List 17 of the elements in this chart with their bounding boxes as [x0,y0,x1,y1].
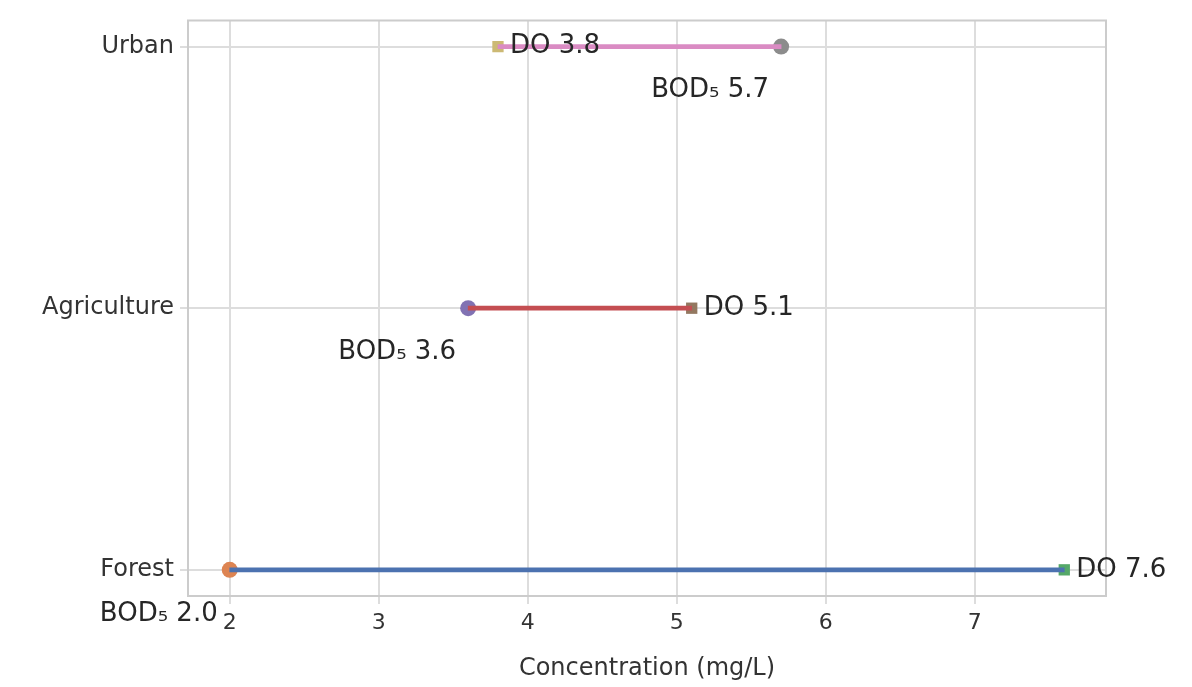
data-label: DO 7.6 [1076,552,1167,583]
x-tick-label: 5 [669,608,684,634]
x-tick-label: 4 [520,608,535,634]
y-tick-label: Forest [100,554,174,583]
x-tick-label: 7 [967,608,982,634]
x-tick-label: 2 [222,608,237,634]
bar [467,305,693,311]
x-tick-label: 3 [371,608,386,634]
data-label: BOD₅ 5.7 [651,73,770,104]
x-tick-label: 6 [818,608,833,634]
data-label: DO 5.1 [703,290,794,321]
x-axis-title: Concentration (mg/L) [518,652,776,681]
y-tick-label: Urban [101,30,174,59]
y-tick-label: Agriculture [42,292,174,321]
data-label: BOD₅ 3.6 [338,334,457,365]
data-label: DO 3.8 [509,29,601,60]
data-label: BOD₅ 2.0 [99,596,218,627]
